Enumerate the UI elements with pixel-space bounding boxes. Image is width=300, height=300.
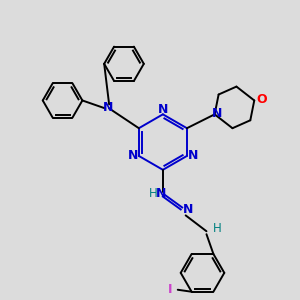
Text: H: H bbox=[213, 222, 222, 235]
Text: N: N bbox=[103, 101, 113, 114]
Text: N: N bbox=[156, 187, 166, 200]
Text: I: I bbox=[168, 283, 172, 296]
Text: N: N bbox=[212, 107, 222, 120]
Text: N: N bbox=[188, 149, 198, 162]
Text: N: N bbox=[182, 203, 193, 216]
Text: N: N bbox=[128, 149, 138, 162]
Text: O: O bbox=[256, 93, 266, 106]
Text: H: H bbox=[148, 187, 157, 200]
Text: N: N bbox=[158, 103, 168, 116]
